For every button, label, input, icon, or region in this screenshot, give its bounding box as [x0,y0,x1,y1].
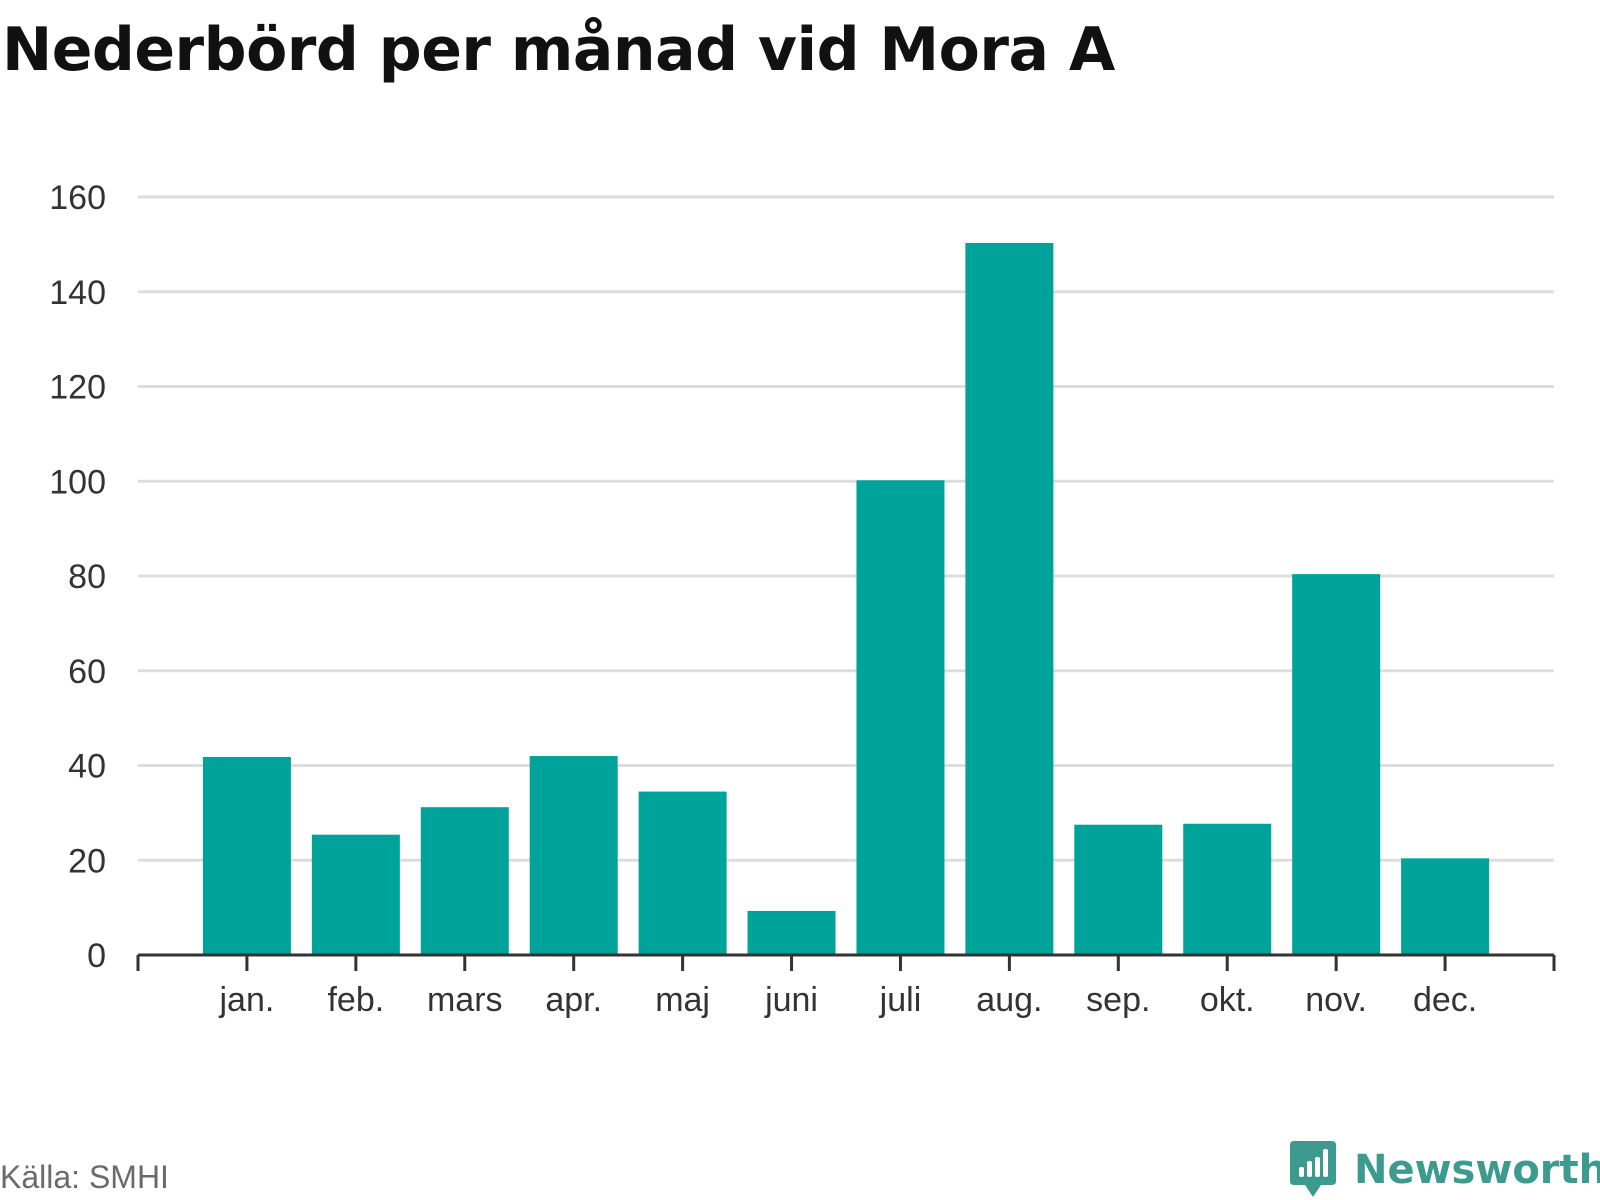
y-axis-labels: 0 20 40 60 80 100 120 140 160 [49,179,106,975]
bar-10 [1183,823,1272,955]
x-tick-label: feb. [327,981,384,1019]
bar-4 [529,756,618,955]
bar-12 [1401,858,1490,955]
y-tick-label: 120 [49,369,106,407]
y-tick-label: 0 [87,937,106,975]
y-tick-label: 140 [49,274,106,312]
source-note: Källa: SMHI [0,1159,169,1195]
x-tick-label: okt. [1200,981,1255,1019]
x-tick-label: aug. [976,981,1042,1019]
x-tick-label: jan. [219,981,275,1019]
bar-2 [311,834,400,955]
x-tick-label: apr. [545,981,602,1019]
bar-3 [420,807,509,955]
chart-title: Nederbörd per månad vid Mora A [2,15,1115,85]
y-tick-label: 20 [68,842,106,880]
bar-9 [1074,824,1163,955]
x-tick-label: maj [655,981,710,1019]
bar-11 [1292,574,1381,955]
bar-7 [856,480,945,955]
y-tick-label: 100 [49,463,106,501]
brand-logo: Newsworthy [1288,1138,1600,1200]
x-tick-label: juli [879,981,922,1019]
y-tick-label: 60 [68,653,106,691]
x-tick-label: sep. [1086,981,1150,1019]
newsworthy-logo-icon [1290,1141,1336,1197]
brand-name: Newsworthy [1354,1147,1600,1193]
x-axis [136,953,1556,971]
x-axis-labels: jan. feb. mars apr. maj juni juli aug. sep. okt. n… [219,981,1478,1019]
y-tick-label: 80 [68,558,106,596]
bar-8 [965,242,1054,956]
bar-6 [747,910,836,955]
bar-1 [202,756,291,955]
y-tick-label: 40 [68,748,106,786]
bar-5 [638,791,727,955]
x-tick-label: dec. [1413,981,1477,1019]
y-tick-label: 160 [49,179,106,217]
x-tick-label: mars [427,981,503,1019]
bars [202,242,1490,956]
x-tick-label: juni [764,981,818,1019]
x-tick-label: nov. [1305,981,1367,1019]
